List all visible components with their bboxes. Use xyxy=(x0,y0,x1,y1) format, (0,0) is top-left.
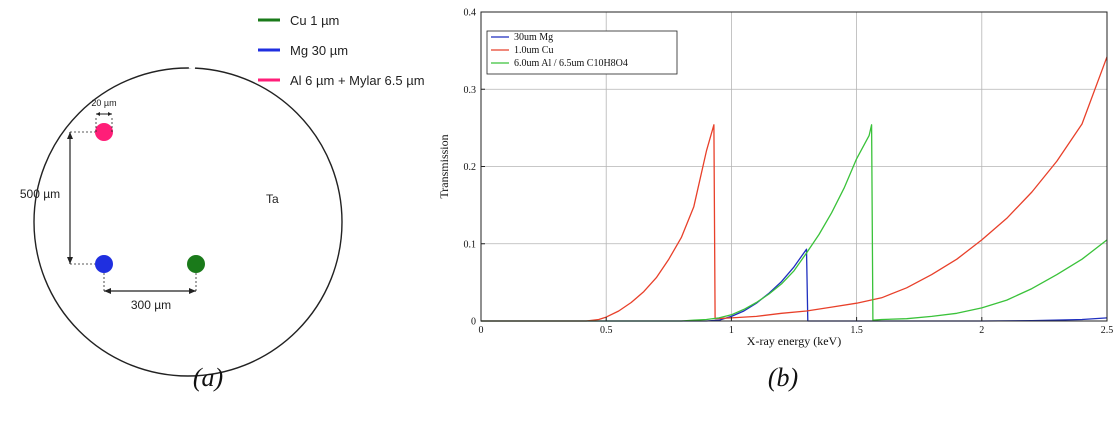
disc-notch xyxy=(113,70,119,71)
panel-b: 0 0.5 1 1.5 2 2.5 0 0.1 0.2 0.3 0.4 30um Mg 1.0um C… xyxy=(440,0,1113,419)
disc-notch xyxy=(189,67,195,68)
x-tick-label: 0.5 xyxy=(600,325,613,336)
legend-label-mg: Mg 30 µm xyxy=(290,43,348,58)
x-tick-label: 1 xyxy=(729,325,734,336)
legend-label-cu: Cu 1 µm xyxy=(290,13,339,28)
x-tick-label: 2.5 xyxy=(1101,325,1113,336)
hole-al-mylar xyxy=(95,123,113,141)
hole-cu xyxy=(187,255,205,273)
x-axis-label: X-ray energy (keV) xyxy=(747,334,841,348)
series-line-1 xyxy=(481,57,1107,321)
arrow-head xyxy=(189,288,196,294)
pinhole-diagram: Cu 1 µm Mg 30 µm Al 6 µm + Mylar 6.5 µm … xyxy=(0,0,440,419)
hole-mg xyxy=(95,255,113,273)
y-axis-label: Transmission xyxy=(440,134,451,198)
transmission-chart: 0 0.5 1 1.5 2 2.5 0 0.1 0.2 0.3 0.4 30um Mg 1.0um C… xyxy=(440,0,1113,419)
arrow-head xyxy=(67,257,73,264)
arrow-head xyxy=(96,112,100,116)
material-label: Ta xyxy=(266,192,279,206)
y-tick-label: 0.2 xyxy=(464,162,477,173)
series-layer xyxy=(481,57,1107,321)
y-tick-label: 0.3 xyxy=(464,85,477,96)
legend-label: 1.0um Cu xyxy=(514,45,553,56)
arrow-head xyxy=(104,288,111,294)
legend-label-al-mylar: Al 6 µm + Mylar 6.5 µm xyxy=(290,73,425,88)
dim-label-hole: 20 µm xyxy=(91,98,116,108)
arrow-head xyxy=(108,112,112,116)
legend-label: 6.0um Al / 6.5um C10H8O4 xyxy=(514,58,628,69)
x-tick-label: 1.5 xyxy=(850,325,863,336)
chart-legend: 30um Mg 1.0um Cu 6.0um Al / 6.5um C10H8O4 xyxy=(487,31,677,74)
series-line-2 xyxy=(481,125,1107,321)
y-tick-label: 0.1 xyxy=(464,239,477,250)
y-tick-label: 0 xyxy=(471,317,476,328)
series-line-0 xyxy=(481,249,1107,321)
y-tick-label: 0.4 xyxy=(464,8,477,19)
legend-label: 30um Mg xyxy=(514,32,553,43)
panel-a: Cu 1 µm Mg 30 µm Al 6 µm + Mylar 6.5 µm … xyxy=(0,0,440,419)
x-tick-label: 2 xyxy=(979,325,984,336)
panel-b-caption: (b) xyxy=(768,363,798,392)
x-tick-label: 0 xyxy=(479,325,484,336)
dim-label-vertical: 500 µm xyxy=(20,187,60,201)
arrow-head xyxy=(67,132,73,139)
dim-label-horizontal: 300 µm xyxy=(131,298,171,312)
panel-a-caption: (a) xyxy=(193,363,223,392)
tantalum-disc-outline xyxy=(34,68,342,376)
